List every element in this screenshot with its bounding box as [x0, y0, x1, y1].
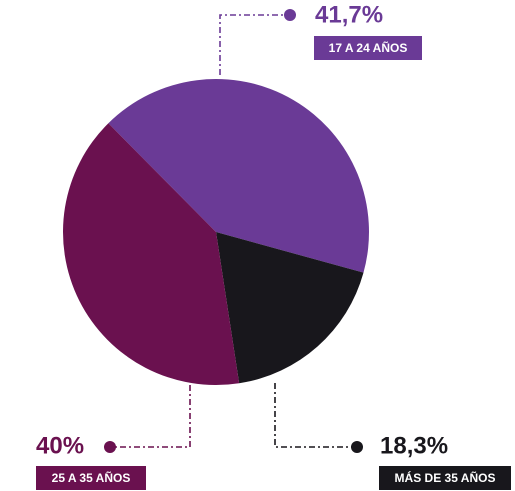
value-label: 40%: [36, 432, 84, 459]
pie-slice: [216, 232, 364, 384]
pie-slice: [62, 123, 240, 385]
leader-line: [219, 14, 290, 75]
category-label: 17 A 24 AÑOS: [329, 40, 408, 55]
pie-slice: [108, 78, 369, 273]
leader-line: [110, 385, 191, 448]
category-box: [314, 36, 422, 60]
category-box: [379, 466, 511, 490]
leader-line: [274, 383, 357, 448]
leader-dot: [104, 441, 116, 453]
leader-dot: [351, 441, 363, 453]
category-box: [36, 466, 146, 490]
category-label: 25 A 35 AÑOS: [52, 470, 131, 485]
value-label: 41,7%: [315, 1, 383, 28]
leader-dot: [284, 9, 296, 21]
value-label: 18,3%: [380, 432, 448, 459]
category-label: MÁS DE 35 AÑOS: [395, 470, 496, 485]
